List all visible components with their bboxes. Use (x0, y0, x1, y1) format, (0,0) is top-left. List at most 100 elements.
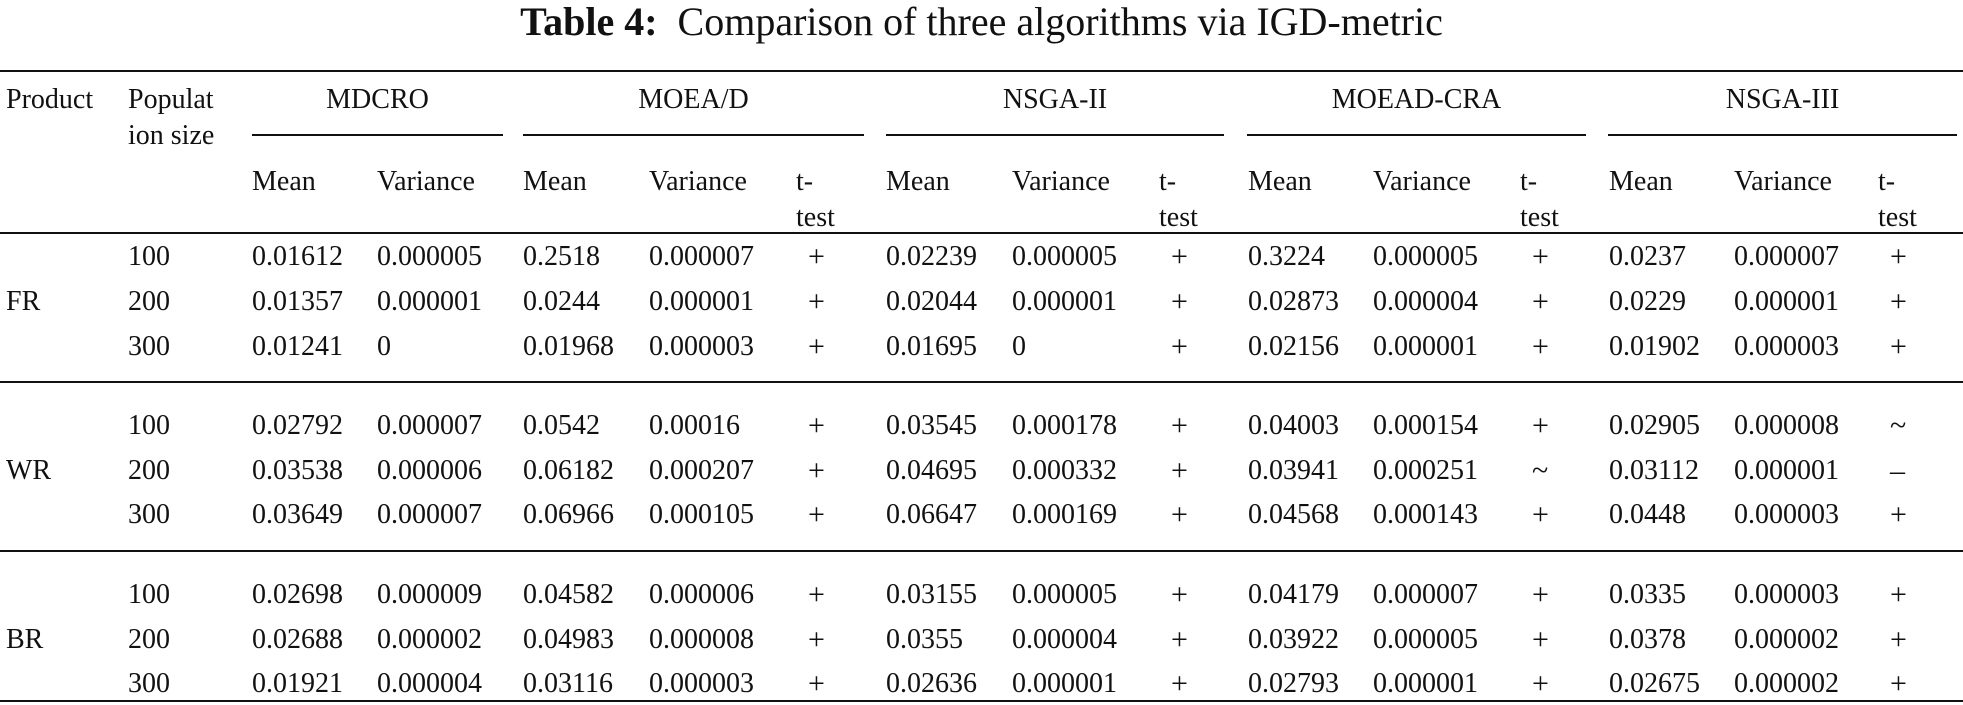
table-cell: + (1171, 578, 1188, 611)
table-cell: 0.04695 (886, 455, 977, 486)
column-header: Variance (1734, 166, 1832, 197)
product-label: FR (6, 286, 41, 317)
table-cell: 0.000251 (1373, 455, 1478, 486)
table-cell: 0.000007 (1734, 241, 1839, 272)
table-cell: – (1890, 454, 1905, 487)
table-cell: 0.0378 (1609, 624, 1686, 655)
table-cell: 0.06966 (523, 499, 614, 530)
table-cell: 0.000178 (1012, 410, 1117, 441)
table-cell: 0.000002 (377, 624, 482, 655)
group-underline (523, 134, 864, 136)
title-text: Comparison of three algorithms via IGD-m… (677, 0, 1443, 44)
table-cell: 0.000005 (1373, 624, 1478, 655)
table-cell: 0.000001 (1373, 668, 1478, 699)
column-header: Mean (1609, 166, 1673, 197)
table-cell: 300 (128, 331, 170, 362)
table-cell: 200 (128, 624, 170, 655)
table-cell: 100 (128, 579, 170, 610)
table-cell: 0.000006 (377, 455, 482, 486)
table-cell: 0.06182 (523, 455, 614, 486)
table-cell: 0.02636 (886, 668, 977, 699)
table-cell: 0.02156 (1248, 331, 1339, 362)
table-cell: 0.000001 (1734, 286, 1839, 317)
table-cell: + (1171, 285, 1188, 318)
table-cell: 0.000001 (1012, 286, 1117, 317)
table-cell: + (1532, 330, 1549, 363)
column-header: Mean (1248, 166, 1312, 197)
table-cell: 0.01921 (252, 668, 343, 699)
table-cell: 0.000006 (649, 579, 754, 610)
table-cell: 0.000001 (1373, 331, 1478, 362)
table-cell: + (808, 240, 825, 273)
group-header: NSGA-II (1002, 84, 1108, 115)
table-cell: 0.000004 (377, 668, 482, 699)
table-cell: 0.2518 (523, 241, 600, 272)
table-cell: + (808, 409, 825, 442)
table-cell: 300 (128, 668, 170, 699)
table-cell: 0.02675 (1609, 668, 1700, 699)
table-cell: + (808, 623, 825, 656)
table-cell: 0.02905 (1609, 410, 1700, 441)
group-underline (886, 134, 1224, 136)
table-cell: 0.000207 (649, 455, 754, 486)
table-cell: + (1171, 330, 1188, 363)
column-header: Mean (252, 166, 316, 197)
column-header: t-test (1159, 166, 1198, 233)
table-cell: 0 (1012, 331, 1026, 362)
table-cell: + (1171, 498, 1188, 531)
table-cell: 0.000003 (649, 668, 754, 699)
table-cell: 100 (128, 410, 170, 441)
column-header: Variance (377, 166, 475, 197)
table-cell: 0.02044 (886, 286, 977, 317)
table-cell: + (1890, 578, 1907, 611)
table-cell: 0.03649 (252, 499, 343, 530)
table-cell: + (1532, 578, 1549, 611)
group-header: MDCRO (326, 84, 429, 115)
table-cell: 0.06647 (886, 499, 977, 530)
table-cell: 0.01241 (252, 331, 343, 362)
group-rule (0, 550, 1963, 552)
table-cell: + (808, 330, 825, 363)
table-cell: 0.000001 (377, 286, 482, 317)
table-cell: 0.000001 (1734, 455, 1839, 486)
group-header: MOEA/D (638, 84, 749, 115)
table-cell: 0.000007 (1373, 579, 1478, 610)
table-cell: 0.000001 (649, 286, 754, 317)
table-cell: 0.04582 (523, 579, 614, 610)
product-label: BR (6, 624, 44, 655)
table-cell: 0.000005 (1012, 579, 1117, 610)
column-header: Mean (523, 166, 587, 197)
table-title: Table 4: Comparison of three algorithms … (0, 0, 1963, 44)
table-cell: + (1890, 240, 1907, 273)
table-cell: 0.000169 (1012, 499, 1117, 530)
table-cell: + (1890, 498, 1907, 531)
table-cell: ~ (1890, 409, 1907, 442)
table-cell: ~ (1532, 454, 1549, 487)
table-cell: + (1171, 623, 1188, 656)
table-cell: 0.01902 (1609, 331, 1700, 362)
group-header: MOEAD-CRA (1331, 84, 1502, 115)
table-cell: 0.01695 (886, 331, 977, 362)
table-cell: 0.000004 (1373, 286, 1478, 317)
table-cell: 0.0542 (523, 410, 600, 441)
group-underline (1608, 134, 1957, 136)
table-cell: 0.04003 (1248, 410, 1339, 441)
group-header: NSGA-III (1725, 84, 1840, 115)
table-cell: 0.0237 (1609, 241, 1686, 272)
table-cell: 0.02792 (252, 410, 343, 441)
column-header: Variance (1373, 166, 1471, 197)
table-cell: 0.0229 (1609, 286, 1686, 317)
table-cell: 0.03112 (1609, 455, 1699, 486)
header-cell: Population size (128, 84, 215, 151)
table-cell: 0.000003 (649, 331, 754, 362)
table-cell: 300 (128, 499, 170, 530)
group-underline (1247, 134, 1586, 136)
table-cell: 0.000007 (377, 410, 482, 441)
column-header: t-test (1878, 166, 1917, 233)
table-cell: 0.02873 (1248, 286, 1339, 317)
table-cell: + (1532, 240, 1549, 273)
table-cell: 0.000001 (1012, 668, 1117, 699)
top-rule (0, 70, 1963, 72)
table-cell: 0.02688 (252, 624, 343, 655)
table-cell: 0.000003 (1734, 499, 1839, 530)
